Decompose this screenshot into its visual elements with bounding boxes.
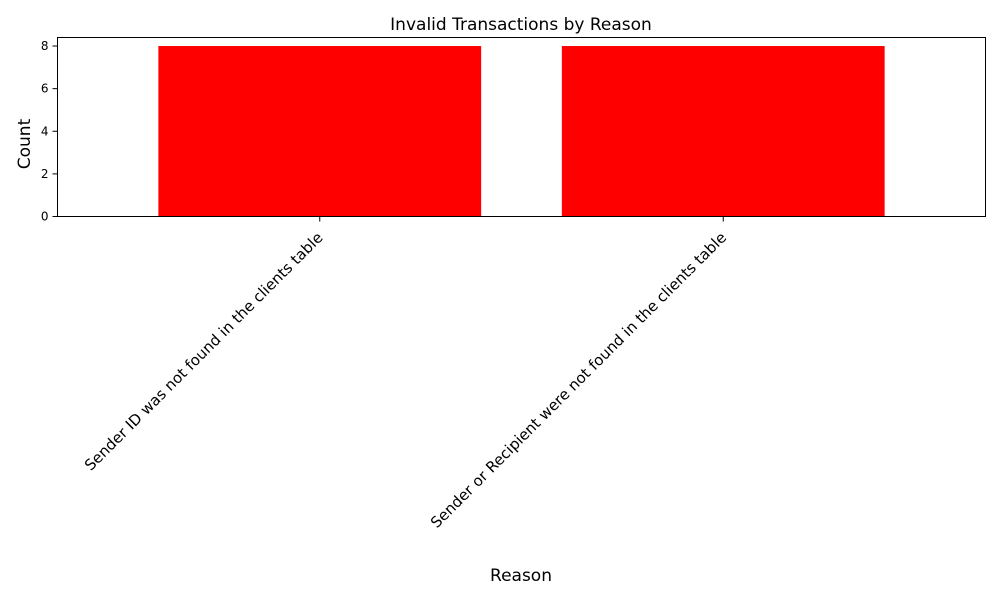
y-tick-label: 6 [41,82,49,96]
plot-frame [57,37,986,217]
y-tick-label: 2 [41,167,49,181]
y-tick-label: 8 [41,39,49,53]
y-ticks-layer: 0 2 4 6 8 [41,39,58,224]
y-tick-label: 4 [41,124,49,138]
y-tick-label: 0 [41,210,49,224]
x-tick-label: Sender ID was not found in the clients t… [81,229,327,475]
bars-layer [158,46,885,217]
x-tick-label: Sender or Recipient were not found in th… [427,229,730,532]
bar [561,46,885,217]
chart-title: Invalid Transactions by Reason [390,15,652,35]
x-axis-label: Reason [490,566,552,586]
x-ticks-layer: Sender ID was not found in the clients t… [81,216,730,532]
y-axis-label: Count [15,118,35,169]
bar [158,46,482,217]
